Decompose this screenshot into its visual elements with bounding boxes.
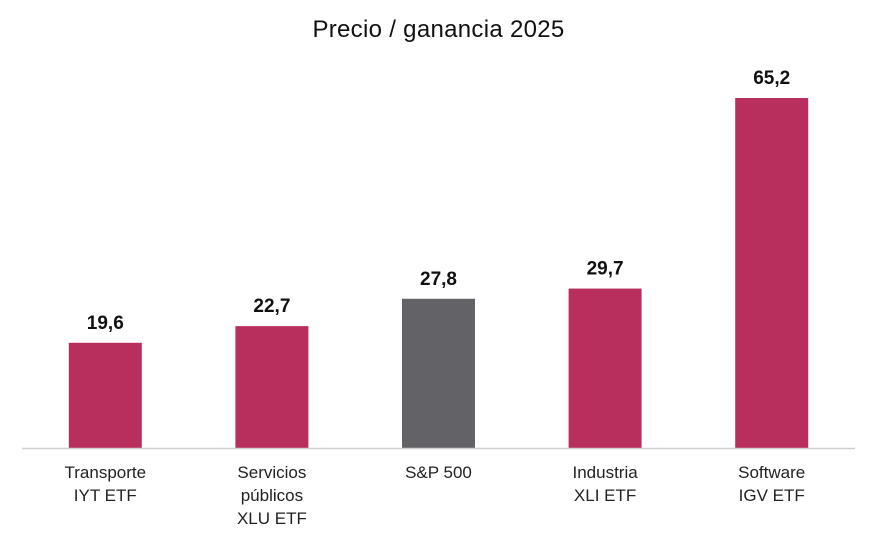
chart-title: Precio / ganancia 2025: [312, 16, 565, 43]
data-label: 19,6: [87, 313, 124, 334]
category-label: Software IGV ETF: [738, 463, 805, 505]
bar: [68, 342, 142, 448]
data-label: 65,2: [753, 68, 790, 89]
category-label: S&P 500: [405, 463, 472, 482]
bar: [235, 326, 309, 448]
category-label: Transporte IYT ETF: [65, 463, 147, 505]
data-label: 27,8: [420, 269, 457, 290]
bar: [402, 298, 475, 448]
category-label: Servicios públicos XLU ETF: [237, 463, 307, 528]
data-label: 22,7: [253, 296, 290, 317]
data-label: 29,7: [587, 259, 624, 280]
bar: [735, 98, 809, 448]
category-label: Industria XLI ETF: [572, 463, 638, 505]
bar: [568, 288, 642, 448]
